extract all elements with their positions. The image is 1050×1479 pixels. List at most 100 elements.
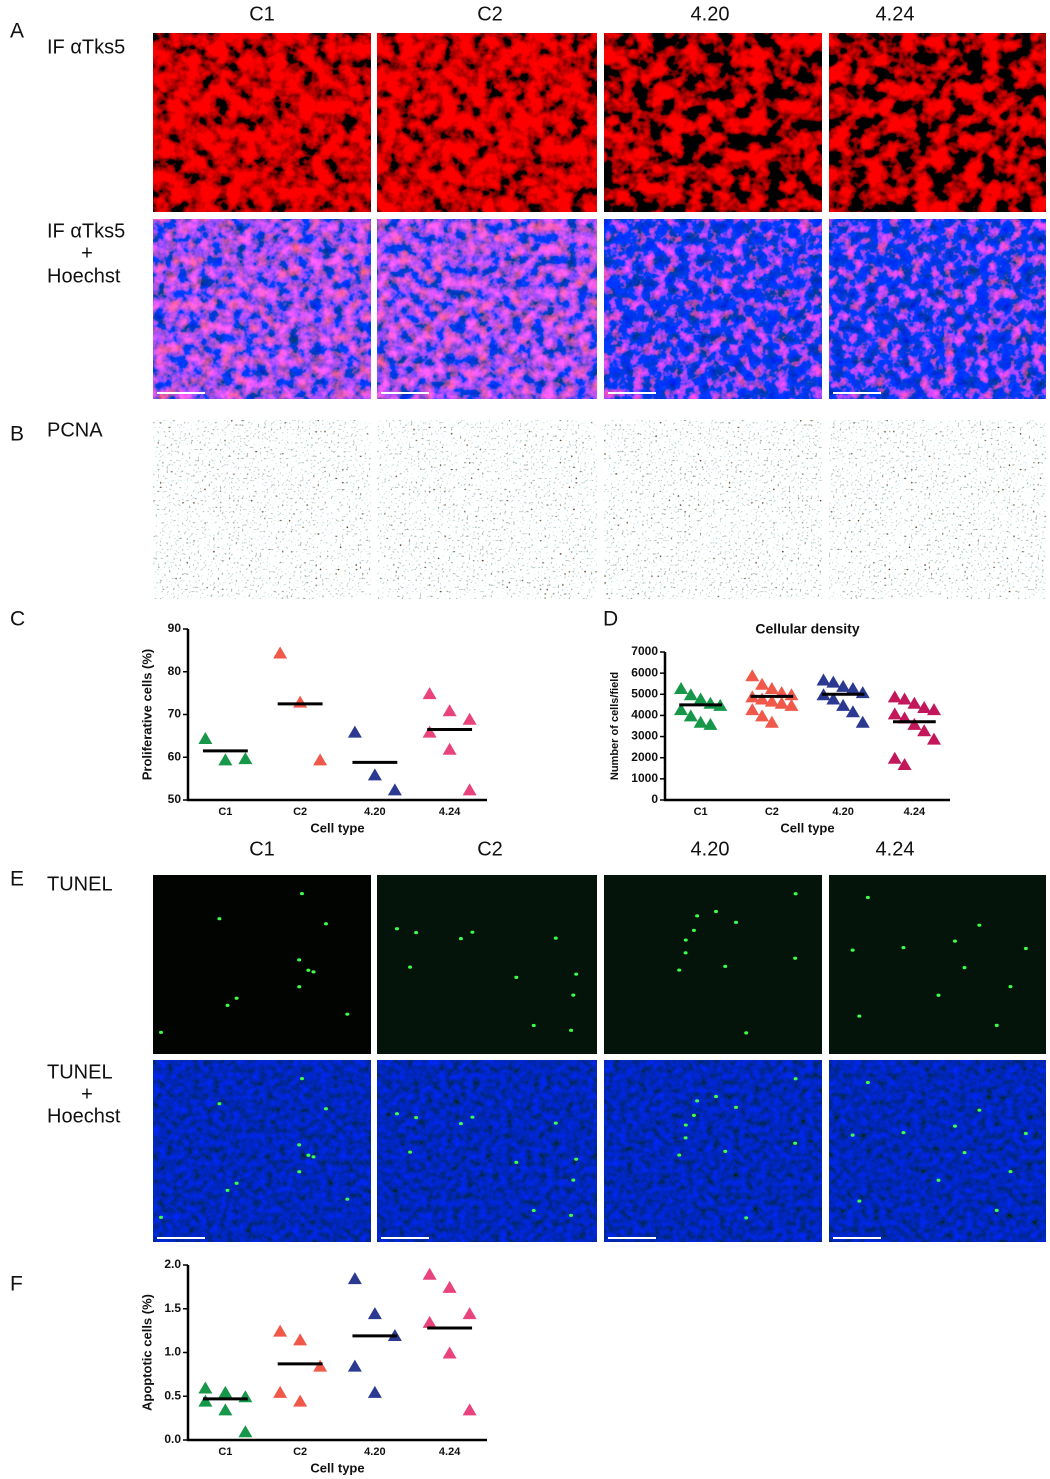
y-tick-label: 7000 xyxy=(631,644,658,658)
apoptotic-cell xyxy=(723,964,728,969)
apoptotic-cell xyxy=(458,1122,463,1126)
data-point xyxy=(907,696,922,709)
apoptotic-cell xyxy=(734,1105,739,1109)
apoptotic-cell xyxy=(714,1094,719,1099)
data-point xyxy=(273,646,288,659)
apoptotic-cell xyxy=(514,975,519,979)
apoptotic-cell xyxy=(683,938,688,942)
data-point xyxy=(238,752,253,765)
apoptotic-cell xyxy=(394,1112,399,1116)
apoptotic-cell xyxy=(1008,1170,1013,1174)
y-tick-label: 1.5 xyxy=(164,1301,181,1315)
data-point xyxy=(347,1272,362,1285)
apoptotic-cell xyxy=(574,972,579,976)
data-point xyxy=(387,783,402,796)
data-point xyxy=(826,675,841,688)
apoptotic-cell xyxy=(936,1178,941,1182)
y-tick-label: 6000 xyxy=(631,665,658,679)
data-point xyxy=(887,690,902,703)
data-point xyxy=(422,687,437,700)
x-tick-label: 4.24 xyxy=(904,806,926,818)
apoptotic-cell xyxy=(553,936,558,940)
apoptotic-cell xyxy=(901,1131,906,1135)
apoptotic-cell xyxy=(297,985,302,989)
x-axis-label: Cell type xyxy=(310,1460,364,1475)
apoptotic-cell xyxy=(901,946,906,950)
apoptotic-cell xyxy=(691,928,696,932)
x-tick-label: 4.24 xyxy=(439,806,461,818)
apoptotic-cell xyxy=(695,1099,700,1103)
row-label: Hoechst xyxy=(47,1105,121,1127)
pcna-image xyxy=(376,419,598,600)
data-point xyxy=(683,688,698,701)
apoptotic-cell xyxy=(306,1153,311,1157)
tks5-image xyxy=(153,33,371,212)
data-point xyxy=(816,673,831,686)
apoptotic-cell xyxy=(850,948,855,952)
apoptotic-cell xyxy=(414,1116,419,1120)
apoptotic-cell xyxy=(571,993,576,997)
y-tick-label: 90 xyxy=(168,621,182,635)
x-tick-label: 4.20 xyxy=(364,806,385,818)
x-tick-label: C2 xyxy=(765,806,779,818)
merge-image xyxy=(153,219,371,399)
row-label: TUNEL xyxy=(47,1061,113,1083)
apoptotic-cell xyxy=(408,965,413,969)
apoptotic-cell xyxy=(793,892,798,896)
y-tick-label: 3000 xyxy=(631,729,658,743)
data-point xyxy=(238,1425,253,1438)
apoptotic-cell xyxy=(574,1157,579,1161)
tunel-merge-image xyxy=(377,1060,597,1242)
data-point xyxy=(755,692,770,705)
apoptotic-cell xyxy=(952,1124,957,1128)
apoptotic-cell xyxy=(793,1141,798,1145)
x-tick-label: C1 xyxy=(218,806,232,818)
apoptotic-cell xyxy=(297,958,302,962)
apoptotic-cell xyxy=(994,1023,999,1028)
data-point xyxy=(755,709,770,722)
data-point xyxy=(917,724,932,737)
data-point xyxy=(198,1394,213,1407)
apoptotic-cell xyxy=(744,1216,749,1220)
apoptotic-cell xyxy=(962,965,967,970)
data-point xyxy=(442,1346,457,1359)
data-point xyxy=(926,703,941,716)
apoptotic-cell xyxy=(977,1108,982,1112)
panel-label: B xyxy=(10,423,24,446)
apoptotic-cell xyxy=(225,1003,230,1007)
tunel-merge-image xyxy=(829,1060,1046,1242)
apoptotic-cell xyxy=(297,1143,302,1147)
y-tick-label: 4000 xyxy=(631,708,658,722)
row-label: IF αTks5 xyxy=(47,220,125,242)
data-point xyxy=(238,1390,253,1403)
data-point xyxy=(693,715,708,728)
data-point xyxy=(674,681,689,694)
apoptotic-cell xyxy=(714,909,719,914)
apoptotic-cell xyxy=(744,1031,749,1035)
apoptotic-cell xyxy=(514,1160,519,1164)
x-tick-label: 4.24 xyxy=(439,1446,461,1458)
merge-image xyxy=(377,219,597,399)
apoptotic-cell xyxy=(857,1199,862,1203)
pcna-image xyxy=(603,419,823,600)
apoptotic-cell xyxy=(300,892,305,896)
data-point xyxy=(218,753,233,766)
x-tick-label: C2 xyxy=(293,806,307,818)
data-point xyxy=(367,1307,382,1320)
apoptotic-cell xyxy=(723,1149,728,1154)
tunel-image xyxy=(604,875,822,1054)
x-axis-label: Cell type xyxy=(310,820,364,835)
apoptotic-cell xyxy=(531,1208,536,1213)
merge-image xyxy=(829,219,1046,399)
apoptotic-cell xyxy=(865,895,870,900)
data-point xyxy=(422,725,437,738)
apoptotic-cell xyxy=(569,1213,574,1217)
y-tick-label: 70 xyxy=(168,707,182,721)
x-tick-label: C1 xyxy=(218,1446,232,1458)
apoptotic-cell xyxy=(470,1115,475,1119)
apoptotic-cell xyxy=(458,937,463,941)
apoptotic-cell xyxy=(865,1080,870,1085)
apoptotic-cell xyxy=(1008,985,1013,989)
column-label: 4.20 xyxy=(691,838,730,860)
data-point xyxy=(887,751,902,764)
